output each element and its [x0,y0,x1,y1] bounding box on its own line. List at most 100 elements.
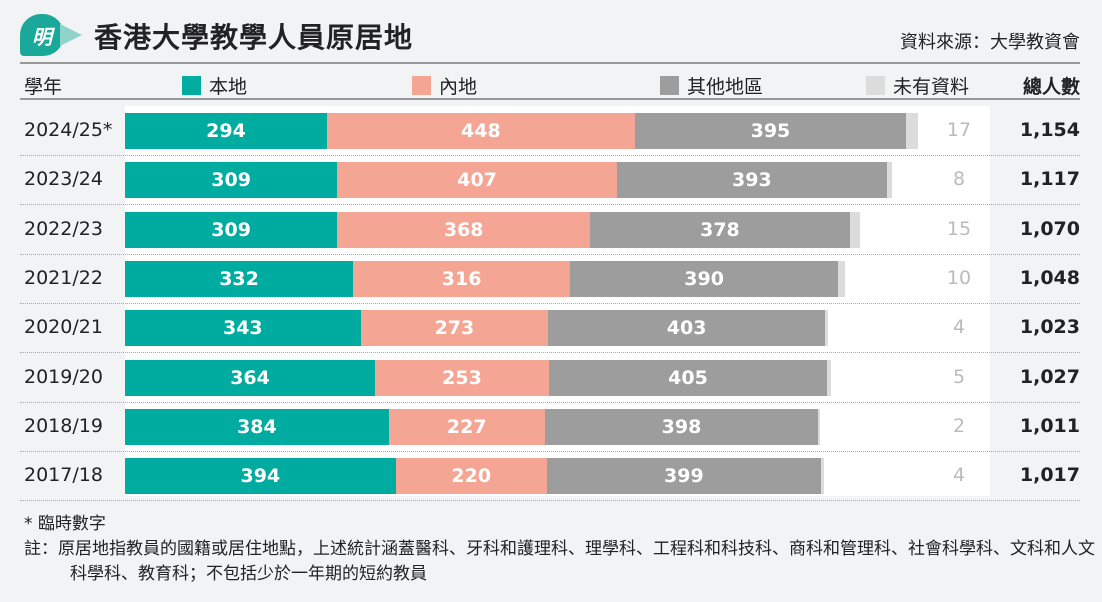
data-label: 227 [446,415,487,438]
year-label: 2021/22 [24,266,103,289]
total-label: 1,011 [1019,414,1080,437]
data-label: 294 [206,120,246,142]
provisional-note: * 臨時數字 [24,514,106,534]
bar-segment: 332 [125,260,354,297]
data-label: 378 [700,218,740,241]
data-label: 390 [684,267,724,290]
unknown-label: 15 [946,217,972,240]
total-label: 1,017 [1019,464,1080,487]
data-label: 220 [451,465,492,488]
bar-segment [906,113,918,149]
unknown-label: 10 [946,266,972,289]
bar-segment: 316 [353,260,571,297]
bar-segment: 394 [125,458,396,495]
year-label: 2022/23 [24,217,103,240]
bar-segment [818,408,820,445]
bar-segment: 448 [326,113,635,149]
year-header: 學年 [24,76,63,98]
bar-segment: 364 [125,359,376,396]
total-label: 1,154 [1019,119,1080,141]
unknown-label: 4 [952,464,966,487]
data-label: 403 [666,317,707,340]
bar-segment: 294 [125,113,327,149]
bar-segment: 399 [546,458,821,495]
chart-title: 香港大學教學人員原居地 [94,21,414,54]
legend-other: 其他地區 [660,72,763,99]
data-label: 399 [664,465,704,488]
bar-segment: 273 [360,310,549,347]
data-label: 309 [211,218,251,241]
unknown-label: 17 [946,119,972,141]
bar-segment [820,458,824,495]
legend-swatch [412,76,431,95]
data-label: 316 [441,267,482,290]
data-label: 395 [750,120,791,142]
year-label: 2024/25* [24,119,113,141]
legend-label: 本地 [209,76,248,98]
data-label: 448 [461,120,501,142]
logo: 明 [20,14,64,56]
row-divider [20,253,1080,255]
bar-segment [886,162,893,199]
bar-segment [827,359,831,396]
legend-swatch [660,76,679,95]
source: 資料來源：大學教資會 [900,32,1080,53]
data-label: 253 [442,366,482,389]
bar-segment: 343 [125,310,361,347]
bar-segment: 390 [570,260,839,297]
row-divider [20,204,1080,206]
legend-local: 本地 [182,72,247,99]
row-divider [20,155,1080,156]
unknown-label: 2 [952,414,966,437]
bar-segment: 227 [388,408,545,445]
data-label: 273 [434,317,475,340]
divider [20,98,1080,100]
bar-segment: 309 [125,211,338,248]
bar-segment: 393 [616,162,887,199]
year-label: 2017/18 [24,464,103,487]
legend-swatch [866,76,885,95]
bar-segment [849,211,861,248]
data-label: 384 [237,415,277,438]
data-label: 309 [211,169,251,192]
unknown-label: 4 [952,316,966,339]
year-label: 2023/24 [24,168,103,191]
bar-segment: 220 [395,458,547,495]
legend-label: 其他地區 [687,76,764,98]
logo-tail [60,24,82,46]
legend-label: 內地 [439,76,478,98]
row-divider [20,500,1080,502]
bar-segment: 405 [548,359,828,396]
legend-mainland: 內地 [412,72,477,99]
data-label: 405 [668,366,708,389]
unknown-label: 5 [952,365,966,388]
total-label: 1,117 [1019,168,1080,191]
bar-segment: 253 [375,359,549,396]
data-label: 393 [732,169,772,192]
total-label: 1,027 [1019,365,1080,388]
data-label: 343 [222,317,263,340]
bar-segment [825,310,828,347]
total-header: 總人數 [1022,76,1080,98]
bar-segment: 378 [590,211,850,248]
bar-segment: 384 [125,408,389,445]
row-divider [20,302,1080,304]
bar-segment: 368 [337,211,591,248]
data-label: 364 [230,366,270,389]
legend-unknown: 未有資料 [866,72,969,99]
year-label: 2020/21 [24,316,103,339]
divider [20,62,1080,64]
legend-label: 未有資料 [893,76,970,98]
bar-segment: 403 [548,310,826,347]
total-label: 1,070 [1019,217,1080,240]
data-label: 407 [457,169,497,192]
data-label: 394 [240,465,281,488]
unknown-label: 8 [952,168,966,191]
bar-segment: 309 [125,162,338,199]
total-label: 1,048 [1019,266,1080,289]
row-divider [20,352,1080,354]
notes: * 臨時數字 註：原居地指教員的國籍或居住地點，上述統計涵蓋醫科、牙科和護理科、… [24,512,1102,587]
data-label: 398 [661,415,702,438]
total-label: 1,023 [1019,316,1080,339]
bar-segment: 398 [544,408,819,445]
